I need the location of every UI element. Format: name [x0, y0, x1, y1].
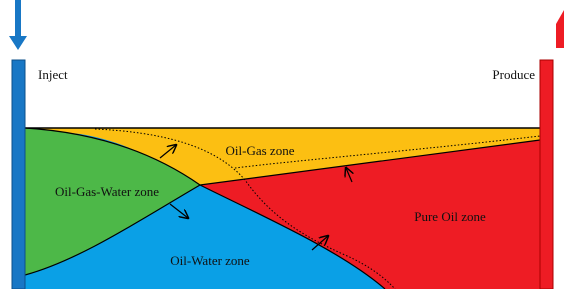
produce-label: Produce [492, 67, 535, 82]
inject-label: Inject [38, 67, 68, 82]
inject-well [12, 60, 25, 289]
zone-label: Oil-Gas zone [226, 143, 295, 158]
zone-label: Pure Oil zone [414, 209, 486, 224]
produce-well [540, 60, 553, 289]
zone-label: Oil-Gas-Water zone [55, 184, 159, 199]
zone-label: Oil-Water zone [170, 253, 250, 268]
diagram: Inject Produce Oil-Gas zone Oil-Gas-Wate… [0, 0, 564, 289]
